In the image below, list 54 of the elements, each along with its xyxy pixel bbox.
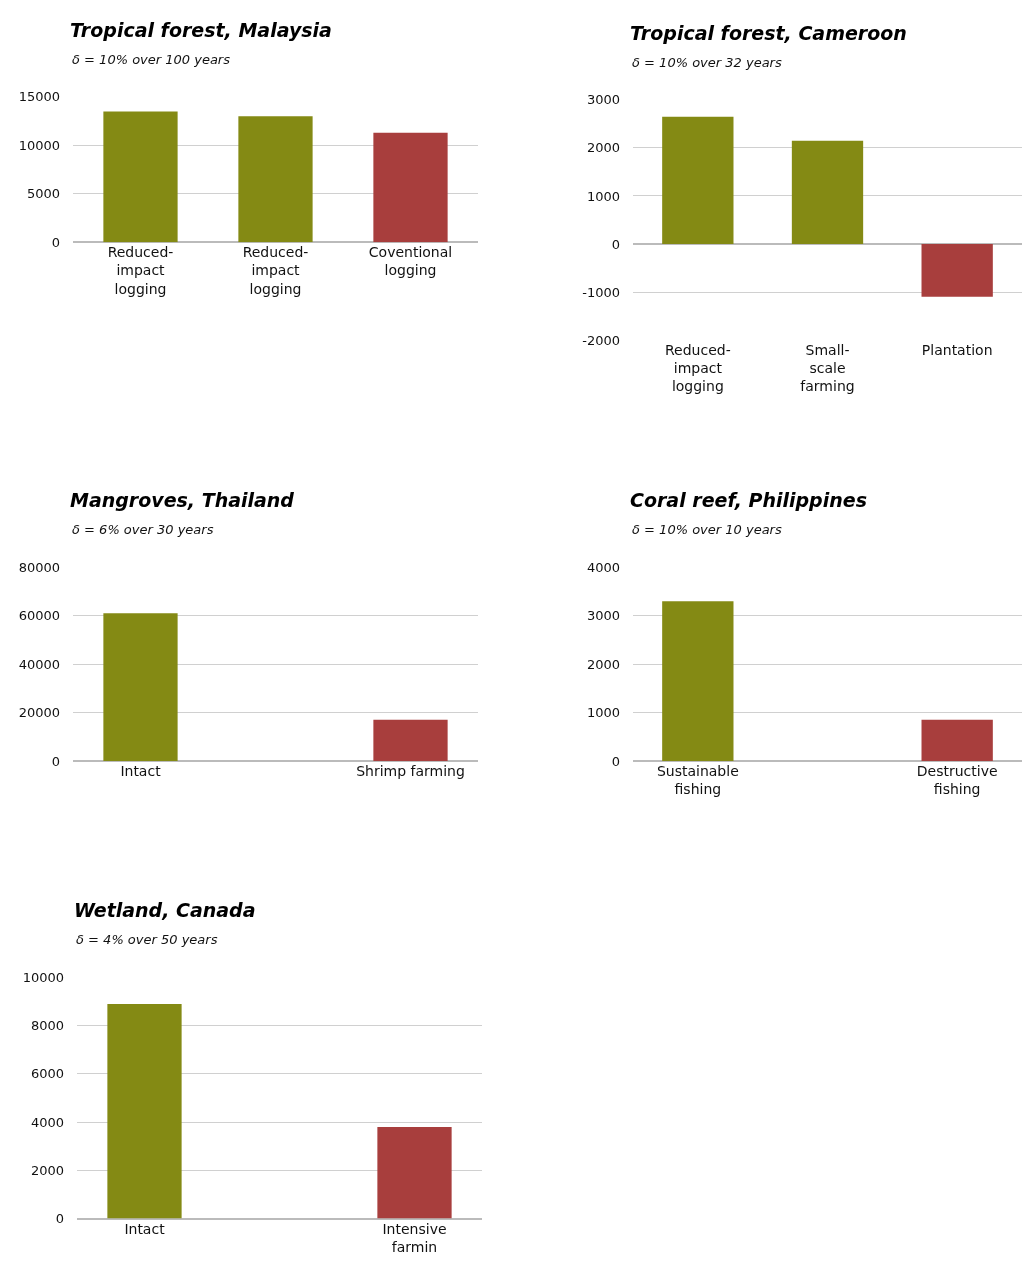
y-tick-label: 2000 bbox=[30, 1162, 64, 1178]
x-tick-label: Intact bbox=[120, 763, 162, 780]
x-tick-label: Reduced- impact logging bbox=[107, 244, 174, 297]
y-tick-label: 60000 bbox=[18, 608, 60, 624]
bar bbox=[103, 111, 178, 243]
x-tick-label: Sustainable fishing bbox=[656, 763, 739, 798]
chart-title: Tropical forest, Malaysia bbox=[70, 19, 332, 41]
y-tick-label: 0 bbox=[51, 234, 60, 250]
y-tick-label: 0 bbox=[611, 753, 620, 769]
y-tick-label: 0 bbox=[55, 1211, 64, 1227]
bar bbox=[238, 116, 313, 243]
chart-subtitle: δ = 10% over 100 years bbox=[72, 52, 231, 67]
y-tick-label: 0 bbox=[51, 753, 60, 769]
chart-title: Tropical forest, Cameroon bbox=[630, 22, 907, 44]
y-tick-label: 80000 bbox=[18, 559, 60, 575]
y-tick-label: 3000 bbox=[586, 608, 620, 624]
chart-subtitle: δ = 10% over 10 years bbox=[632, 522, 782, 537]
x-tick-label: Reduced- impact logging bbox=[242, 244, 309, 297]
chart-subtitle: δ = 4% over 50 years bbox=[76, 932, 218, 947]
y-tick-label: 40000 bbox=[18, 656, 60, 672]
chart-title: Coral reef, Philippines bbox=[630, 489, 867, 511]
x-tick-label: Reduced- impact logging bbox=[664, 342, 731, 395]
y-tick-label: 1000 bbox=[586, 188, 620, 204]
y-tick-label: 8000 bbox=[30, 1018, 64, 1034]
y-tick-label: 20000 bbox=[18, 705, 60, 721]
bar bbox=[791, 140, 864, 244]
y-tick-label: 15000 bbox=[18, 89, 60, 105]
x-tick-label: Plantation bbox=[921, 342, 993, 359]
y-tick-label: 10000 bbox=[18, 137, 60, 153]
chart-subtitle: δ = 10% over 32 years bbox=[632, 55, 782, 70]
y-tick-label: 1000 bbox=[586, 705, 620, 721]
x-tick-label: Intensive farmin bbox=[382, 1220, 447, 1255]
y-tick-label: 5000 bbox=[26, 186, 60, 202]
y-tick-label: 4000 bbox=[586, 559, 620, 575]
chart-title: Wetland, Canada bbox=[74, 899, 256, 921]
y-tick-label: 0 bbox=[611, 236, 620, 252]
x-tick-label: Shrimp farming bbox=[356, 763, 465, 780]
y-tick-label: 6000 bbox=[30, 1066, 64, 1082]
y-tick-label: 10000 bbox=[22, 970, 64, 986]
x-tick-label: Intact bbox=[124, 1220, 166, 1237]
y-tick-label: 3000 bbox=[586, 92, 620, 108]
y-tick-label: 2000 bbox=[586, 140, 620, 156]
y-tick-label: 2000 bbox=[586, 656, 620, 672]
x-tick-label: Small- scale farming bbox=[800, 342, 855, 395]
chart-subtitle: δ = 6% over 30 years bbox=[72, 522, 214, 537]
bar bbox=[921, 243, 993, 297]
bar bbox=[373, 132, 448, 243]
x-tick-label: Destructive fishing bbox=[916, 763, 998, 798]
y-tick-label: 4000 bbox=[30, 1114, 64, 1130]
y-tick-label: -1000 bbox=[582, 284, 620, 300]
bar bbox=[662, 116, 734, 244]
y-tick-label: -2000 bbox=[582, 332, 620, 348]
chart-title: Mangroves, Thailand bbox=[70, 489, 295, 511]
x-tick-label: Coventional logging bbox=[368, 244, 453, 279]
